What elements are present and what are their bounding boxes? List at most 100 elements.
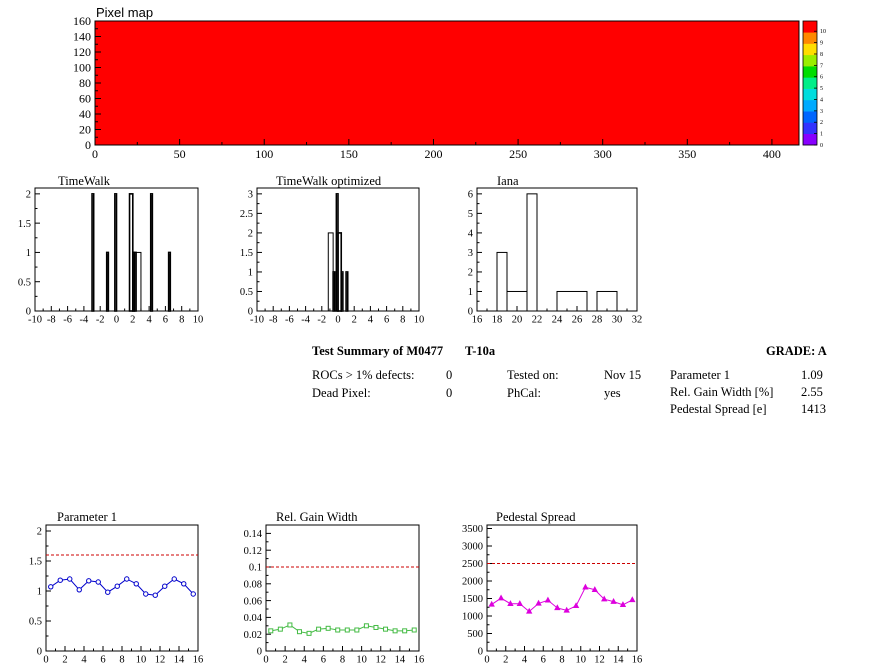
- param1-point: [143, 591, 149, 597]
- phcal-label: PhCal:: [507, 386, 542, 400]
- gainwidth-xtick-label: 8: [340, 655, 345, 666]
- param1-point: [114, 583, 120, 589]
- gainwidth-point: [373, 624, 379, 630]
- colorbar-band: [803, 99, 817, 112]
- timewalk_opt-xtick-label: -10: [250, 315, 264, 326]
- pixelmap-xtick-label: 200: [424, 147, 442, 161]
- summary-grade: GRADE: A: [766, 344, 827, 358]
- pedestal-point: [554, 604, 561, 611]
- gainwidth-xtick-label: 12: [376, 655, 387, 666]
- pedestal-spread-value: 1413: [801, 402, 826, 416]
- param1-point: [162, 583, 168, 589]
- gainwidth-series-line: [270, 624, 415, 634]
- colorbar-band: [803, 43, 817, 56]
- pedestal-point: [488, 600, 495, 607]
- pedestal-point: [591, 586, 598, 592]
- gainwidth-point: [316, 626, 322, 632]
- pedestal-point: [526, 607, 533, 614]
- pedestal-xtick-label: 12: [594, 655, 605, 666]
- timewalk-xtick-label: 10: [193, 315, 204, 326]
- pedestal-xtick-label: 10: [576, 655, 587, 666]
- pixelmap-title: Pixel map: [96, 5, 153, 20]
- colorbar-tick-label: 8: [820, 52, 823, 58]
- timewalk-ytick-label: 0: [26, 307, 31, 318]
- timewalk-bin: [135, 251, 142, 312]
- timewalk_opt-xtick-label: 8: [400, 315, 405, 326]
- gainwidth-ytick-label: 0.14: [244, 529, 263, 540]
- pixelmap-xtick-label: 50: [174, 147, 186, 161]
- timewalk-xtick-label: -4: [80, 315, 89, 326]
- timewalk-xtick-label: 8: [179, 315, 184, 326]
- pedestal-title: Pedestal Spread: [496, 510, 576, 524]
- param1-point: [48, 584, 54, 590]
- timewalk-bin: [149, 193, 154, 312]
- iana-xtick-label: 30: [612, 315, 623, 326]
- tested-on-value: Nov 15: [604, 368, 642, 382]
- gainwidth-point: [287, 622, 293, 628]
- timewalk-xtick-label: 0: [114, 315, 119, 326]
- timewalk-bin: [91, 193, 95, 312]
- colorbar-tick-label: 7: [820, 63, 823, 69]
- timewalk_opt-ytick-label: 1: [248, 268, 253, 279]
- colorbar-band: [803, 111, 817, 123]
- timewalk_opt-bin: [340, 271, 344, 312]
- timewalk-xtick-label: -2: [96, 315, 105, 326]
- phcal-value: yes: [604, 386, 621, 400]
- iana-bin: [496, 251, 508, 312]
- iana-xtick-label: 24: [552, 315, 563, 326]
- iana-ytick-label: 5: [468, 209, 473, 220]
- pedestal-ytick-label: 3500: [462, 524, 483, 535]
- iana-xtick-label: 20: [512, 315, 523, 326]
- param1-point: [76, 587, 82, 593]
- pedestal-point: [507, 600, 514, 606]
- param1-point: [181, 581, 187, 587]
- colorbar-band: [803, 133, 817, 146]
- pedestal-ytick-label: 1000: [462, 612, 483, 623]
- pixelmap-ytick-label: 40: [79, 107, 91, 121]
- pedestal-point: [610, 598, 617, 604]
- pedestal-xtick-label: 0: [484, 655, 489, 666]
- param1-point: [124, 576, 130, 582]
- timewalk-bin: [105, 251, 110, 312]
- pedestal-point: [563, 606, 570, 613]
- parameter1-value: 1.09: [801, 368, 823, 382]
- timewalk_opt-bin: [332, 271, 336, 312]
- pixelmap-xtick-label: 0: [92, 147, 98, 161]
- param1-point: [152, 592, 158, 598]
- gainwidth-title: Rel. Gain Width: [276, 510, 358, 524]
- iana-title: Iana: [497, 174, 519, 188]
- param1-point: [105, 589, 111, 595]
- gainwidth-point: [325, 625, 331, 631]
- colorbar-tick-label: 6: [820, 75, 823, 81]
- gainwidth-point: [335, 627, 341, 633]
- timewalk_opt-xtick-label: 2: [352, 315, 357, 326]
- timewalk_opt-ytick-label: 1.5: [240, 248, 253, 259]
- param1-point: [133, 581, 139, 587]
- colorbar-band: [803, 66, 817, 78]
- param1-xtick-label: 16: [193, 655, 204, 666]
- pixelmap-ytick-label: 0: [85, 138, 91, 152]
- pedestal-ytick-label: 2500: [462, 559, 483, 570]
- pedestal-point: [497, 594, 505, 601]
- timewalk_opt-xtick-label: 4: [368, 315, 374, 326]
- timewalk_opt-xtick-label: -8: [269, 315, 278, 326]
- gainwidth-point: [392, 628, 398, 634]
- pixelmap-xtick-label: 100: [255, 147, 273, 161]
- pedestal-ytick-label: 0: [478, 647, 483, 658]
- pixelmap-xtick-label: 300: [594, 147, 612, 161]
- param1-xtick-label: 10: [136, 655, 147, 666]
- gainwidth-ytick-label: 0.08: [244, 579, 262, 590]
- pixelmap-ytick-label: 160: [73, 14, 91, 28]
- pixelmap-xtick-label: 350: [678, 147, 696, 161]
- gainwidth-xtick-label: 14: [395, 655, 406, 666]
- colorbar-tick-label: 1: [820, 132, 823, 138]
- gainwidth-point: [363, 623, 369, 629]
- tested-on-label: Tested on:: [507, 368, 559, 382]
- pedestal-series-line: [491, 586, 633, 613]
- pixelmap-ytick-label: 140: [73, 30, 91, 44]
- pixelmap-xtick-label: 400: [763, 147, 781, 161]
- timewalk-xtick-label: -8: [47, 315, 56, 326]
- gainwidth-ytick-label: 0.1: [249, 563, 262, 574]
- colorbar-tick-label: 5: [820, 86, 823, 92]
- timewalk_opt-xtick-label: -4: [301, 315, 310, 326]
